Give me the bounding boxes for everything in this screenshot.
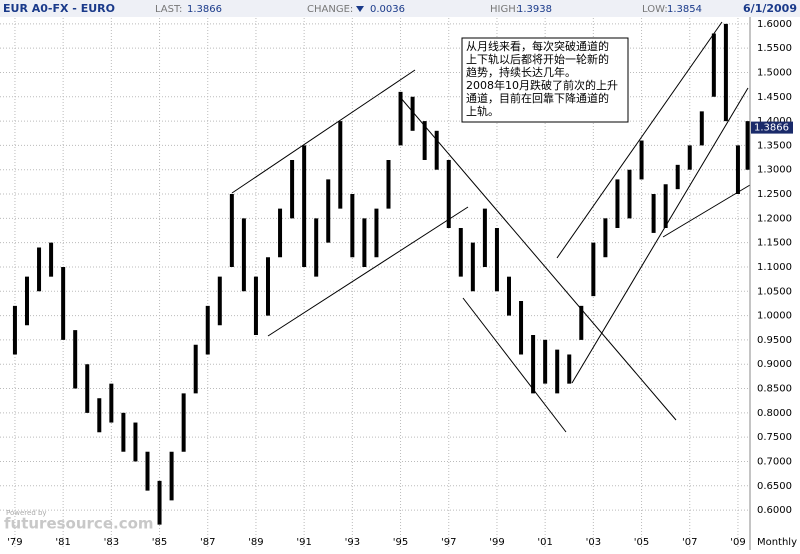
- x-tick-label: '83: [104, 537, 119, 548]
- current-price: 1.3866: [754, 123, 789, 134]
- trend-line: [267, 206, 469, 337]
- annotation-line: 上下轨以后都将开始一轮新的: [466, 52, 609, 66]
- y-tick-label: 0.8000: [757, 408, 792, 419]
- y-tick-label: 1.6000: [757, 19, 792, 30]
- header-bar: [0, 0, 800, 17]
- y-tick-label: 1.1000: [757, 262, 792, 273]
- y-tick-label: 1.3000: [757, 165, 792, 176]
- y-tick-label: 0.7000: [757, 456, 792, 467]
- period-label: Monthly: [757, 537, 797, 548]
- y-tick-label: 1.4000: [757, 116, 792, 127]
- y-tick-label: 0.9000: [757, 359, 792, 370]
- trend-line: [399, 96, 677, 421]
- x-tick-label: '09: [730, 537, 745, 548]
- y-tick-label: 0.8500: [757, 384, 792, 395]
- down-arrow: [356, 6, 364, 12]
- annotation-line: 从月线来看，每次突破通道的: [466, 39, 609, 53]
- x-tick-label: '03: [586, 537, 601, 548]
- x-tick-label: '01: [537, 537, 552, 548]
- y-tick-label: 1.4500: [757, 92, 792, 103]
- trend-line: [571, 87, 749, 384]
- low-value: 1.3854: [667, 4, 702, 15]
- trend-line: [462, 297, 567, 433]
- annotation-line: 通道，目前在回靠下降通道的: [466, 91, 609, 105]
- y-tick-label: 0.6000: [757, 505, 792, 516]
- y-tick-label: 1.2000: [757, 213, 792, 224]
- x-tick-label: '99: [489, 537, 504, 548]
- y-tick-label: 1.5500: [757, 43, 792, 54]
- low-label: LOW:: [642, 4, 668, 15]
- y-tick-label: 1.2500: [757, 189, 792, 200]
- x-tick-label: '85: [152, 537, 167, 548]
- x-tick-label: '95: [393, 537, 408, 548]
- y-axis: 0.6000 0.6500 0.7000 0.7500 0.8000 0.8500 0.90…: [757, 19, 792, 516]
- axis-panel: [750, 17, 800, 550]
- high-label: HIGH:: [490, 4, 519, 15]
- date: 6/1/2009: [743, 2, 797, 15]
- x-tick-label: '91: [296, 537, 311, 548]
- annotation-line: 上轨。: [466, 104, 499, 118]
- x-tick-label: '93: [345, 537, 360, 548]
- change-value: 0.0036: [370, 4, 405, 15]
- annotation: 从月线来看，每次突破通道的上下轨以后都将开始一轮新的趋势，持续长达几年。2008…: [461, 37, 629, 123]
- annotation-line: 趋势，持续长达几年。: [466, 65, 576, 79]
- x-tick-label: '97: [441, 537, 456, 548]
- grid: [0, 18, 750, 548]
- x-tick-label: '87: [200, 537, 215, 548]
- x-tick-label: '81: [55, 537, 70, 548]
- y-tick-label: 0.9500: [757, 335, 792, 346]
- x-tick-label: '07: [682, 537, 697, 548]
- y-tick-label: 1.5000: [757, 67, 792, 78]
- last-value: 1.3866: [187, 4, 222, 15]
- price-bars: [12, 23, 750, 525]
- current-price-box: [751, 121, 793, 134]
- y-tick-label: 1.0000: [757, 311, 792, 322]
- last-label: LAST:: [155, 4, 182, 15]
- y-tick-label: 1.3500: [757, 140, 792, 151]
- high-value: 1.3938: [517, 4, 552, 15]
- x-tick-label: '05: [634, 537, 649, 548]
- change-label: CHANGE:: [307, 4, 353, 15]
- trend-line: [662, 184, 751, 238]
- trend-lines: [231, 21, 751, 433]
- y-tick-label: 1.1500: [757, 238, 792, 249]
- y-tick-label: 1.0500: [757, 286, 792, 297]
- y-tick-label: 0.6500: [757, 481, 792, 492]
- y-tick-label: 0.7500: [757, 432, 792, 443]
- x-tick-label: '89: [248, 537, 263, 548]
- symbol: EUR A0-FX - EURO: [3, 2, 115, 15]
- x-tick-label: '79: [7, 537, 22, 548]
- trend-line: [556, 21, 723, 259]
- watermark-small: Powered by: [6, 509, 47, 517]
- annotation-line: 2008年10月跌破了前次的上升: [466, 78, 618, 92]
- annotation-box: [461, 37, 629, 123]
- watermark: futuresource.com: [4, 515, 154, 533]
- trend-line: [231, 69, 416, 194]
